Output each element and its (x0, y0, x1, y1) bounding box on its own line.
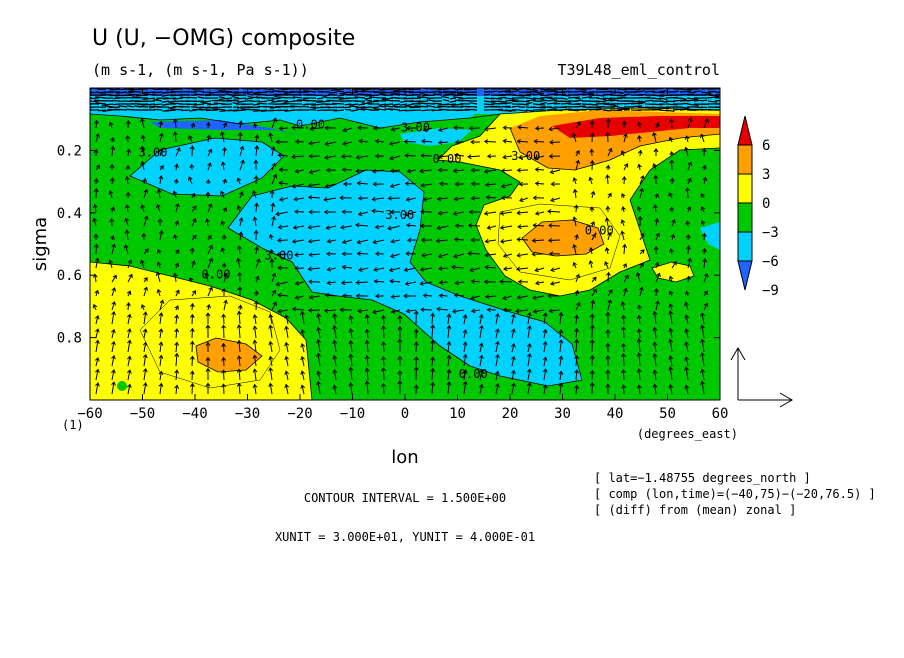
x-tick-label: 60 (712, 406, 729, 422)
x-tick-label: 10 (449, 406, 466, 422)
colorbar: 6 3 0 −3 −6 −9 (738, 116, 779, 299)
colorbar-label: −9 (762, 283, 779, 299)
chart-title: U (U, −OMG) composite (92, 26, 355, 51)
colorbar-label: −3 (762, 225, 779, 241)
vector-units: XUNIT = 3.000E+01, YUNIT = 4.000E-01 (275, 530, 535, 544)
contour-label: 3.00 (511, 149, 540, 163)
y-tick-label: 0.4 (57, 206, 82, 222)
contour-label: 0.00 (296, 118, 325, 132)
x-tick-label: −40 (182, 406, 207, 422)
contour-label: 0.00 (459, 367, 488, 381)
colorbar-segment (738, 116, 752, 145)
colorbar-label: 0 (762, 196, 770, 212)
x-axis-label: lon (391, 447, 418, 468)
info-line-composite: [ comp (lon,time)=(−40,75)−(−20,76.5) ] (594, 487, 876, 501)
x-tick-label: 20 (502, 406, 519, 422)
x-unit-label: (degrees_east) (637, 427, 738, 441)
x-tick-label: −20 (287, 406, 312, 422)
x-tick-label: 50 (659, 406, 676, 422)
info-line-diff: [ (diff) from (mean) zonal ] (594, 503, 796, 517)
colorbar-segment (738, 203, 752, 232)
colorbar-segment (738, 261, 752, 290)
x-tick-label: −10 (340, 406, 365, 422)
y-tick-label: 0.8 (57, 331, 82, 347)
info-line-lat: [ lat=−1.48755 degrees_north ] (594, 471, 811, 485)
colorbar-segment (738, 232, 752, 261)
colorbar-label: 6 (762, 138, 770, 154)
y-axis-label: sigma (30, 217, 51, 271)
chart-subtitle: (m s-1, (m s-1, Pa s-1)) (92, 61, 309, 79)
contour-label: 3.00 (385, 208, 414, 222)
colorbar-segment (738, 174, 752, 203)
contour-interval: CONTOUR INTERVAL = 1.500E+00 (304, 491, 506, 505)
colorbar-label: −6 (762, 254, 779, 270)
contour-label: 3.00 (401, 121, 430, 135)
contour-label: 0.00 (202, 267, 231, 281)
x-tick-label: −30 (235, 406, 260, 422)
y-tick-label: 0.6 (57, 268, 82, 284)
y-extra-label: (1) (62, 418, 84, 432)
colorbar-segment (738, 145, 752, 174)
x-tick-label: 0 (401, 406, 409, 422)
x-tick-label: −50 (130, 406, 155, 422)
colorbar-label: 3 (762, 167, 770, 183)
experiment-label: T39L48_eml_control (557, 61, 720, 79)
contour-label: 0.00 (585, 224, 614, 238)
reference-vector (731, 348, 792, 407)
contour-label: 0.00 (433, 152, 462, 166)
x-tick-label: 40 (607, 406, 624, 422)
x-tick-label: 30 (554, 406, 571, 422)
contour-label: 3.00 (139, 146, 168, 160)
y-tick-label: 0.2 (57, 143, 82, 159)
contour-label: 3.00 (265, 249, 294, 263)
